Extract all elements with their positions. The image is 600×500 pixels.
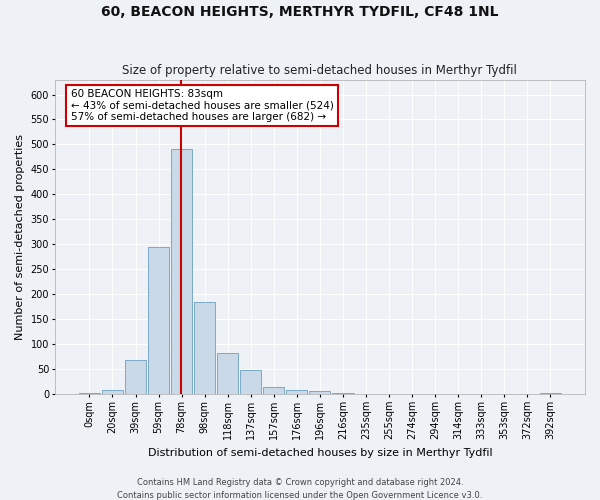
Bar [194, 302, 215, 394]
Bar [286, 390, 307, 394]
Bar [148, 247, 169, 394]
Bar [79, 392, 100, 394]
Bar [309, 390, 331, 394]
Bar [125, 360, 146, 394]
Y-axis label: Number of semi-detached properties: Number of semi-detached properties [15, 134, 25, 340]
Bar [332, 393, 353, 394]
Bar [217, 352, 238, 394]
Bar [240, 370, 262, 394]
Bar [263, 386, 284, 394]
Title: Size of property relative to semi-detached houses in Merthyr Tydfil: Size of property relative to semi-detach… [122, 64, 517, 77]
Text: 60, BEACON HEIGHTS, MERTHYR TYDFIL, CF48 1NL: 60, BEACON HEIGHTS, MERTHYR TYDFIL, CF48… [101, 5, 499, 19]
Text: 60 BEACON HEIGHTS: 83sqm
← 43% of semi-detached houses are smaller (524)
57% of : 60 BEACON HEIGHTS: 83sqm ← 43% of semi-d… [71, 89, 334, 122]
Bar [539, 393, 561, 394]
Bar [171, 150, 192, 394]
X-axis label: Distribution of semi-detached houses by size in Merthyr Tydfil: Distribution of semi-detached houses by … [148, 448, 492, 458]
Text: Contains HM Land Registry data © Crown copyright and database right 2024.
Contai: Contains HM Land Registry data © Crown c… [118, 478, 482, 500]
Bar [102, 390, 123, 394]
